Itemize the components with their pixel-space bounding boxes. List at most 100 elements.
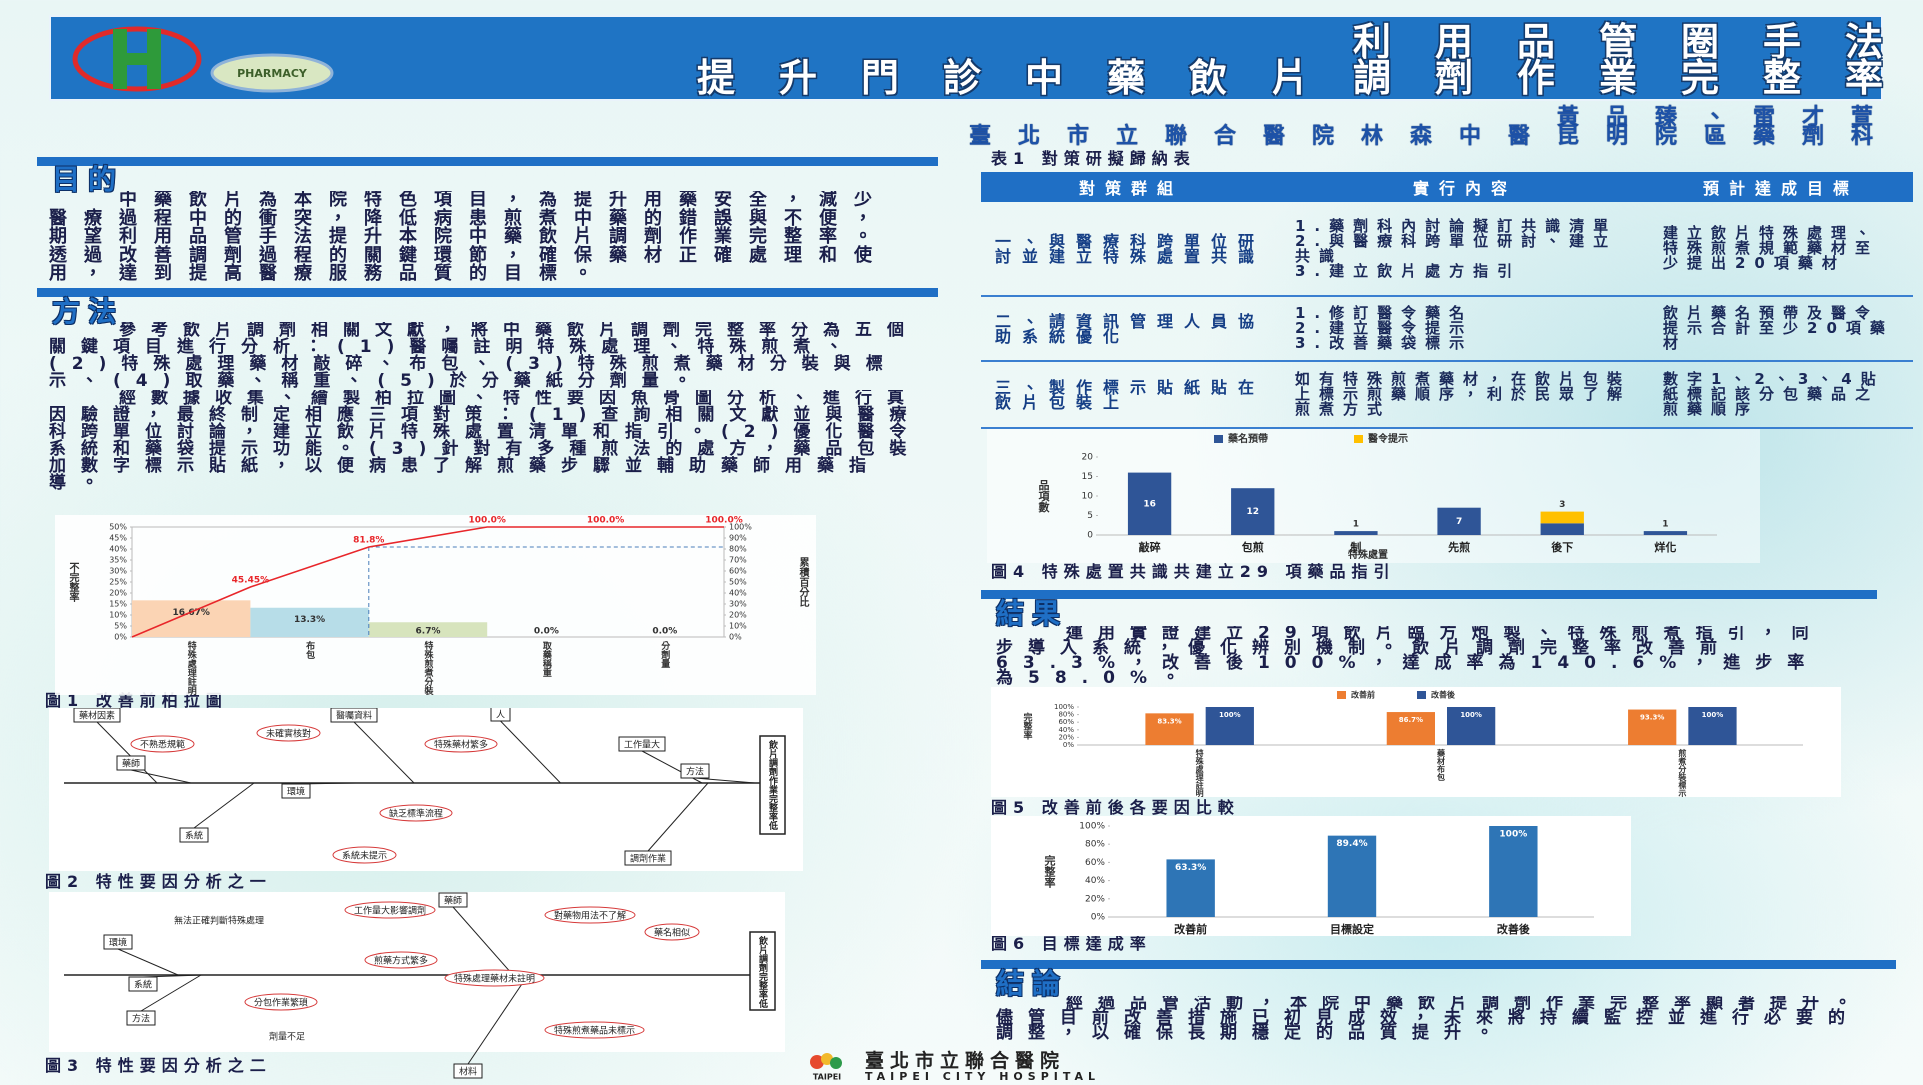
bar bbox=[1643, 531, 1688, 535]
y-tick-label: 20% bbox=[1085, 894, 1105, 904]
y2-tick-label: 50% bbox=[729, 578, 747, 587]
cause-box bbox=[73, 708, 121, 723]
y-tick-label: 0 bbox=[1087, 531, 1093, 541]
x-tick-label: 特殊處理註明 bbox=[186, 640, 198, 695]
table-cell: 一、與醫療科跨單位研討並建立特殊處置共識 bbox=[981, 202, 1281, 297]
y2-tick-label: 20% bbox=[729, 611, 747, 620]
y2-tick-label: 90% bbox=[729, 534, 747, 543]
section-heading: 方法 bbox=[52, 295, 125, 328]
data-label: 100% bbox=[1702, 711, 1724, 719]
bar bbox=[250, 607, 369, 637]
cause-label: 藥師 bbox=[444, 895, 462, 907]
table-cell-line: 2.建立醫令提示 bbox=[1295, 319, 1474, 337]
table-cell: 如有特殊煎煮藥材，在飲片包裝上標示煎藥順序，利於民眾了解煎煮方式 bbox=[1281, 361, 1649, 429]
y-axis-label: 完整率 bbox=[1022, 711, 1034, 740]
y-axis-label: 不完整率 bbox=[67, 562, 80, 603]
bone bbox=[140, 974, 202, 1012]
cause-label: 人 bbox=[496, 710, 505, 721]
x-tick-label: 先煎 bbox=[1448, 540, 1470, 554]
cause-label: 分包作業繁瑣 bbox=[254, 997, 308, 1009]
bone bbox=[193, 782, 255, 829]
x-tick-label: 布包 bbox=[304, 640, 316, 660]
data-label: 100% bbox=[1499, 830, 1527, 840]
y2-tick-label: 0% bbox=[729, 633, 742, 642]
bone bbox=[647, 782, 709, 852]
cause-label: 對藥物用法不了解 bbox=[554, 910, 626, 922]
y-tick-label: 80% bbox=[1058, 711, 1074, 719]
data-label: 1 bbox=[1353, 520, 1359, 530]
cause-label: 藥師 bbox=[122, 758, 140, 770]
chart: 0% 20% 40% 60% 80% 100% 完整率改善前 目標設定 改善後 63.3% 89.4… bbox=[991, 816, 1631, 936]
table-cell: 飲片藥名預帶及醫令提示合計至少20項藥材 bbox=[1649, 296, 1913, 362]
authors: 黃品臻、雷才萱 bbox=[1556, 105, 1900, 130]
table-cell-line: 1.修訂醫令藥名 bbox=[1295, 304, 1474, 322]
table-cell: 數字1、2、3、4貼紙標記該分包藥品之煎藥順序 bbox=[1649, 361, 1913, 429]
legend-swatch bbox=[1337, 691, 1346, 699]
data-label: 6.7% bbox=[416, 627, 441, 637]
title-banner: PHARMACY bbox=[49, 15, 1883, 101]
purpose-text: 中藥飲片為本院特色項目，為提升用藥安全，減少醫療過程中的衝突，降低病患煎煮中藥的… bbox=[49, 191, 889, 284]
bar bbox=[368, 622, 488, 637]
strategy-table: 對策群組 實行內容 預計達成目標 一、與醫療科跨單位研討並建立特殊處置共識 1.藥劑科內… bbox=[981, 172, 1913, 429]
y-tick-label: 10 bbox=[1082, 492, 1094, 502]
data-label: 100% bbox=[1460, 711, 1482, 719]
cause-box bbox=[438, 892, 468, 908]
data-label: 1 bbox=[1662, 520, 1668, 530]
y2-tick-label: 70% bbox=[729, 556, 747, 565]
y-tick-label: 15 bbox=[1082, 472, 1093, 482]
bone bbox=[353, 721, 415, 784]
x-tick-label: 取藥稱重 bbox=[541, 641, 552, 677]
title-line: 提升門診中藥飲片調劑作業完整率 bbox=[696, 56, 1923, 100]
y2-tick-label: 60% bbox=[729, 567, 747, 576]
legend-swatch bbox=[1354, 435, 1363, 443]
legend-label: 藥名預帶 bbox=[1227, 432, 1268, 445]
table-caption: 表1 對策研擬歸納表 bbox=[991, 149, 1196, 168]
cause-ellipse bbox=[424, 735, 498, 753]
x-tick-label: 敲碎 bbox=[1139, 540, 1161, 554]
cause-label: 材料 bbox=[459, 1066, 477, 1078]
cause-ellipse bbox=[344, 901, 436, 919]
bar bbox=[132, 600, 251, 637]
bar bbox=[1447, 707, 1496, 745]
data-label: 93.3% bbox=[1640, 714, 1664, 722]
cause-label: 不熟悉規範 bbox=[140, 739, 185, 751]
cause-label: 方法 bbox=[686, 766, 704, 778]
table-cell: 1.藥劑科內討論擬訂共識清單 2.與醫療科跨單位研討、建立共識 3.建立飲片處方指引 bbox=[1281, 202, 1649, 297]
y-tick-label: 0% bbox=[1063, 741, 1074, 749]
x-tick-label: 目標設定 bbox=[1330, 922, 1374, 936]
cause-label: 方法 bbox=[132, 1013, 150, 1025]
data-label: 89.4% bbox=[1336, 839, 1367, 849]
y-tick-label: 100% bbox=[1054, 703, 1074, 711]
cause-ellipse bbox=[244, 993, 318, 1011]
y-tick-label: 0% bbox=[1091, 913, 1106, 923]
y-axis-label: 品項數 bbox=[1037, 479, 1051, 513]
table-header-cell: 實行內容 bbox=[1281, 172, 1649, 202]
y-tick-label: 35% bbox=[109, 556, 127, 565]
cause-label: 醫囑資料 bbox=[336, 710, 372, 722]
y-tick-label: 80% bbox=[1085, 840, 1105, 850]
logo-swoosh bbox=[72, 26, 202, 92]
cause-ellipse bbox=[130, 735, 195, 753]
bar bbox=[1540, 511, 1584, 524]
bar bbox=[1489, 826, 1538, 917]
x-tick-label: 藥材布包 bbox=[1437, 748, 1446, 782]
section-bar bbox=[37, 288, 938, 297]
cause-ellipse bbox=[544, 906, 636, 924]
x-tick-label: 特殊煎煮分裝 bbox=[423, 640, 435, 695]
cause-label: 調劑作業 bbox=[630, 853, 666, 865]
cause-box bbox=[453, 1063, 483, 1079]
legend-swatch bbox=[1417, 691, 1426, 699]
bone bbox=[452, 906, 514, 976]
bar bbox=[1127, 472, 1172, 535]
cause-box bbox=[330, 708, 378, 723]
cause-box bbox=[128, 976, 158, 992]
effect-label: 飲片調劑作業完整率低 bbox=[767, 739, 779, 831]
x-tick-label: 包煎 bbox=[1241, 540, 1264, 554]
figure-caption: 圖2 特性要因分析之一 bbox=[45, 872, 272, 891]
data-label: 100.0% bbox=[705, 516, 743, 526]
bone bbox=[467, 974, 529, 1065]
cause-box bbox=[179, 827, 209, 843]
table-row: 一、與醫療科跨單位研討並建立特殊處置共識 1.藥劑科內討論擬訂共識清單 2.與醫療科… bbox=[981, 202, 1913, 297]
x-tick-label: 煎煮分裝標示 bbox=[1677, 748, 1687, 797]
data-label: 83.3% bbox=[1157, 717, 1181, 725]
